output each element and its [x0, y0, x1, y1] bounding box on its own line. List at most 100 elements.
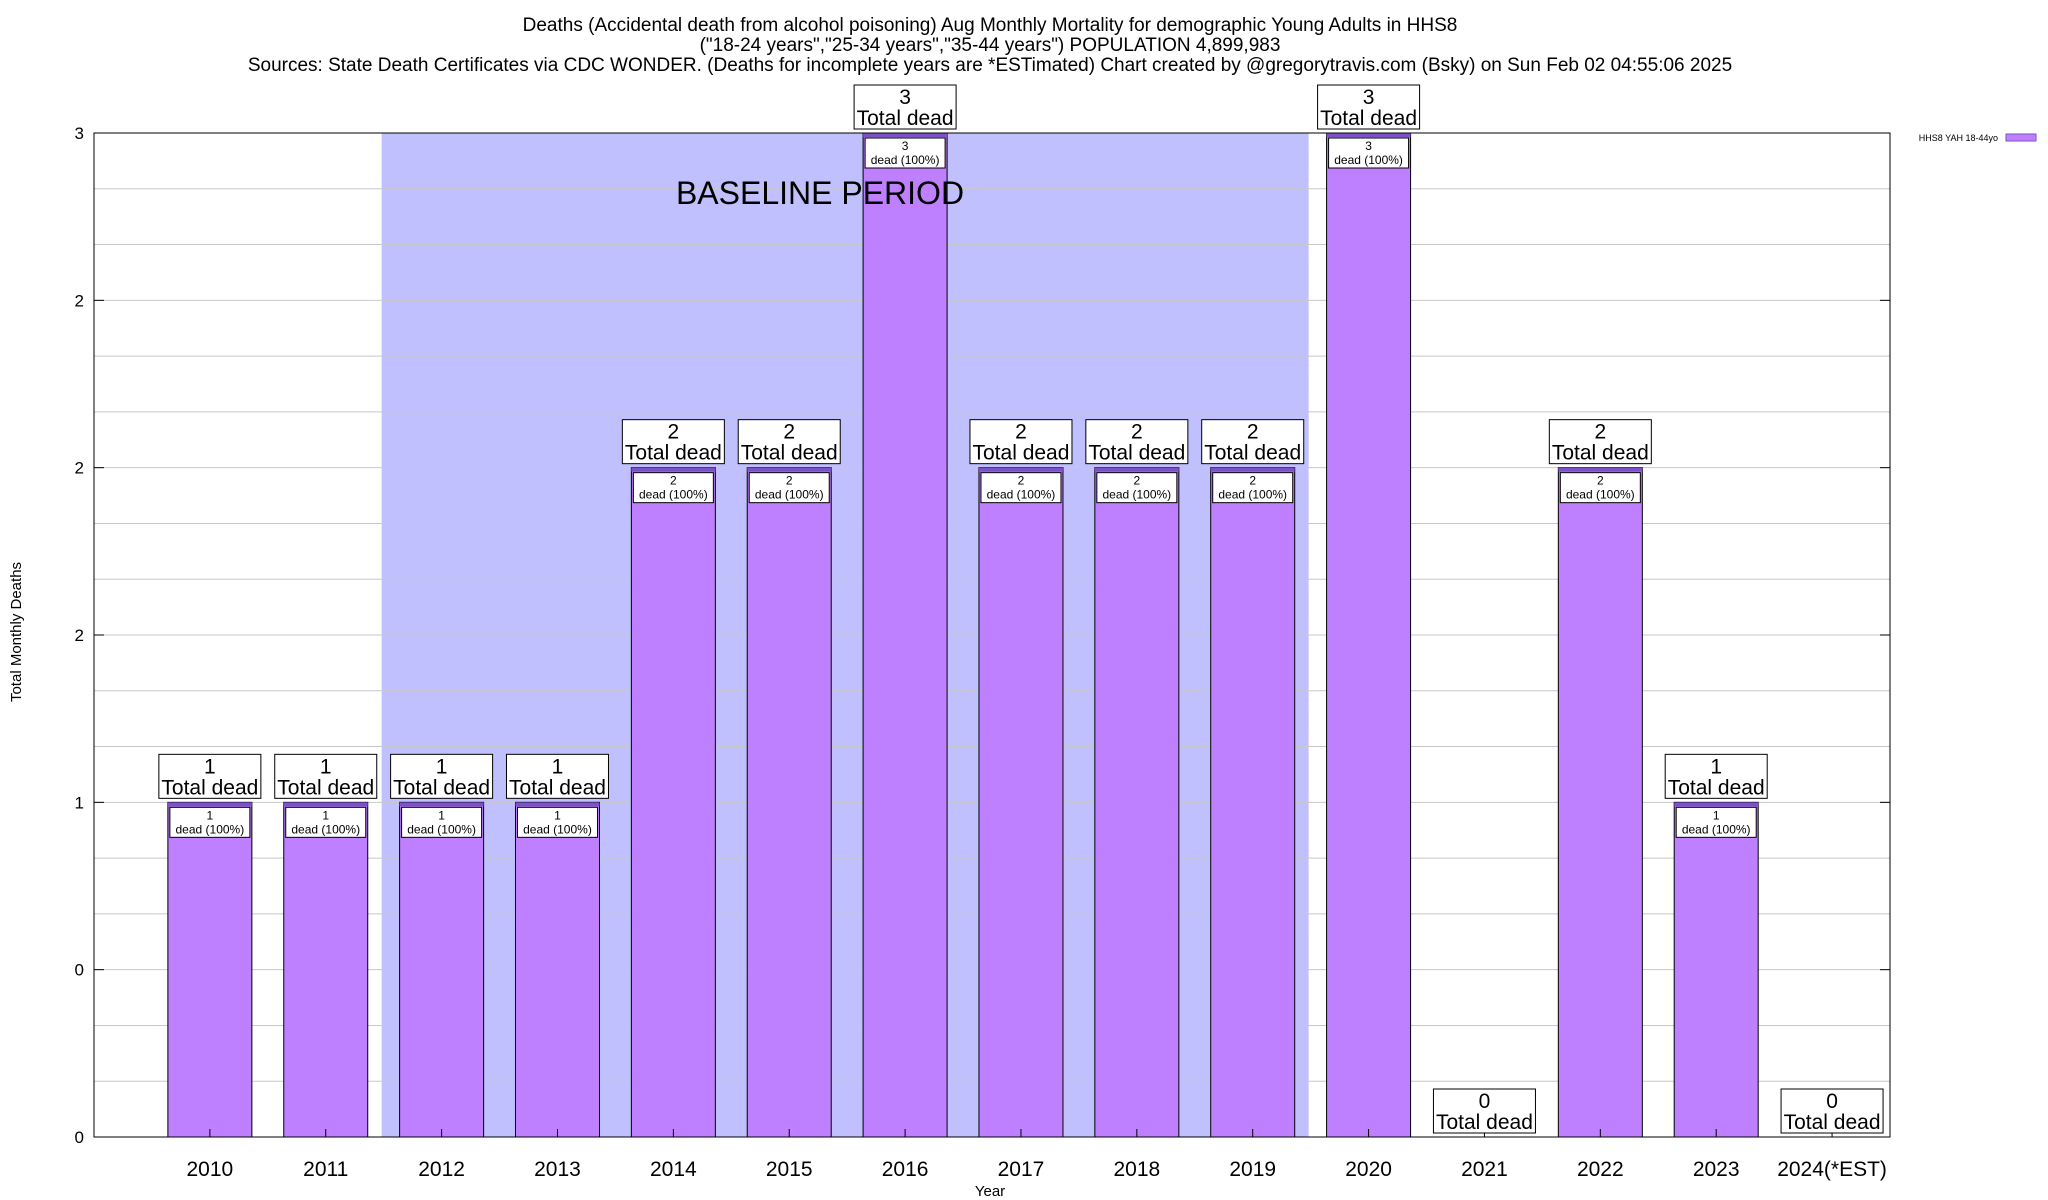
total-count-label: 2 [1594, 421, 1606, 444]
inner-label-box [748, 472, 830, 504]
inner-count-label: 3 [1365, 139, 1372, 153]
x-tick-label: 2018 [1113, 1158, 1160, 1181]
bar-top-edge [1326, 133, 1411, 137]
y-tick-label: 0 [75, 1128, 84, 1147]
total-label-box [1780, 1088, 1884, 1134]
total-dead-label: Total dead [1668, 776, 1765, 799]
total-dead-label: Total dead [1320, 107, 1417, 130]
inner-dead-label: dead (100%) [639, 488, 708, 502]
inner-dead-label: dead (100%) [523, 822, 592, 836]
inner-label-box [632, 472, 714, 504]
total-dead-label: Total dead [741, 442, 838, 465]
x-tick-label: 2024(*EST) [1777, 1158, 1887, 1181]
total-count-label: 2 [1247, 421, 1259, 444]
bar-top-edge [1210, 467, 1295, 472]
x-tick-label: 2013 [534, 1158, 581, 1181]
total-dead-label: Total dead [1784, 1111, 1881, 1134]
bar-top-edge [1674, 802, 1759, 807]
inner-label-box [1328, 137, 1410, 169]
inner-count-label: 1 [554, 808, 561, 822]
inner-label-box [285, 806, 367, 838]
bar [1673, 801, 1759, 1138]
x-tick-label: 2017 [998, 1158, 1045, 1181]
bars [167, 132, 1836, 1138]
bar [1210, 467, 1296, 1138]
total-label-box [1201, 419, 1305, 465]
x-axis-ticks: 2010 2011 2012 2013 2014 2015 2016 2017 2018 2019… [187, 1129, 1887, 1181]
inner-dead-label: dead (100%) [1218, 488, 1287, 502]
total-count-label: 0 [1479, 1090, 1491, 1113]
bar-top-edge [863, 133, 948, 137]
total-count-label: 2 [1131, 421, 1143, 444]
y-tick-label: 1 [75, 793, 84, 812]
bar-top-edge [747, 467, 832, 472]
total-label-box [1432, 1088, 1536, 1134]
total-label-box [1317, 84, 1421, 130]
x-tick-label: 2010 [187, 1158, 234, 1181]
y-axis-label: Total Monthly Deaths [8, 562, 25, 702]
bar-top-edge [515, 802, 600, 807]
x-tick-label: 2011 [303, 1158, 348, 1181]
total-dead-label: Total dead [161, 776, 258, 799]
x-tick-label: 2015 [766, 1158, 813, 1181]
bar [746, 467, 832, 1138]
inner-dead-label: dead (100%) [407, 822, 476, 836]
inner-count-label: 1 [438, 808, 445, 822]
inner-count-label: 2 [786, 474, 793, 488]
total-label-box [1085, 419, 1189, 465]
bar [862, 132, 948, 1138]
bar [1326, 132, 1412, 1138]
total-dead-label: Total dead [625, 442, 722, 465]
inner-label-box [169, 806, 251, 838]
bar [167, 801, 253, 1138]
total-dead-label: Total dead [393, 776, 490, 799]
total-count-label: 1 [320, 755, 332, 778]
y-tick-label: 2 [75, 291, 84, 310]
inner-count-label: 2 [1597, 474, 1604, 488]
total-label-box [621, 419, 725, 465]
x-tick-label: 2016 [882, 1158, 929, 1181]
total-dead-label: Total dead [1204, 442, 1301, 465]
inner-label-box [864, 137, 946, 169]
inner-dead-label: dead (100%) [291, 822, 360, 836]
bar-top-edge [978, 467, 1063, 472]
inner-dead-label: dead (100%) [1102, 488, 1171, 502]
inner-count-label: 1 [1713, 808, 1720, 822]
inner-dead-label: dead (100%) [1566, 488, 1635, 502]
inner-count-label: 3 [902, 139, 909, 153]
total-dead-label: Total dead [857, 107, 954, 130]
inner-count-label: 2 [1133, 474, 1140, 488]
total-label-box [274, 753, 378, 799]
legend: HHS8 YAH 18-44yo [1919, 133, 2037, 143]
total-label-box [737, 419, 841, 465]
total-label-box [158, 753, 262, 799]
inner-count-label: 1 [207, 808, 214, 822]
total-count-label: 2 [1015, 421, 1027, 444]
total-label-box [853, 84, 957, 130]
total-dead-label: Total dead [1552, 442, 1649, 465]
total-count-label: 2 [783, 421, 795, 444]
total-dead-label: Total dead [1436, 1111, 1533, 1134]
bar [630, 467, 716, 1138]
x-tick-label: 2020 [1345, 1158, 1392, 1181]
inner-dead-label: dead (100%) [1334, 153, 1403, 167]
total-count-label: 3 [1363, 86, 1375, 109]
bar [978, 467, 1064, 1138]
inner-label-box [1559, 472, 1641, 504]
x-tick-label: 2012 [418, 1158, 465, 1181]
total-count-label: 1 [436, 755, 448, 778]
bar-top-edge [631, 467, 716, 472]
total-count-label: 0 [1826, 1090, 1838, 1113]
bar [283, 801, 369, 1138]
inner-dead-label: dead (100%) [176, 822, 245, 836]
x-tick-label: 2014 [650, 1158, 697, 1181]
chart-title: Deaths (Accidental death from alcohol po… [248, 15, 1732, 76]
x-tick-label: 2021 [1461, 1158, 1508, 1181]
y-tick-label: 3 [75, 124, 84, 143]
x-axis-label: Year [975, 1183, 1005, 1200]
total-count-label: 1 [1710, 755, 1722, 778]
inner-label-box [980, 472, 1062, 504]
total-label-box [505, 753, 609, 799]
inner-label-box [516, 806, 598, 838]
